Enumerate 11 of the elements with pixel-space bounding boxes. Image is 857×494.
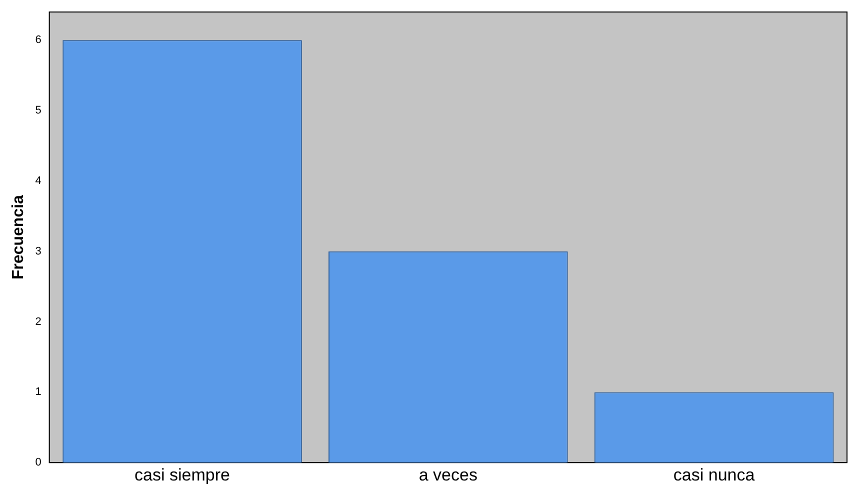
y-tick-label: 2 bbox=[35, 316, 42, 328]
y-tick-label: 1 bbox=[35, 386, 42, 398]
y-tick-label: 3 bbox=[35, 245, 42, 258]
y-tick-label: 5 bbox=[35, 104, 42, 117]
y-tick-label: 0 bbox=[35, 456, 42, 469]
x-tick-label: casi nunca bbox=[673, 465, 756, 484]
x-tick-label: casi siempre bbox=[134, 465, 230, 484]
y-tick-label: 4 bbox=[35, 175, 42, 188]
y-axis-title: Frecuencia bbox=[10, 194, 28, 280]
x-tick-label: a veces bbox=[418, 465, 478, 484]
y-tick-label: 6 bbox=[35, 34, 42, 46]
